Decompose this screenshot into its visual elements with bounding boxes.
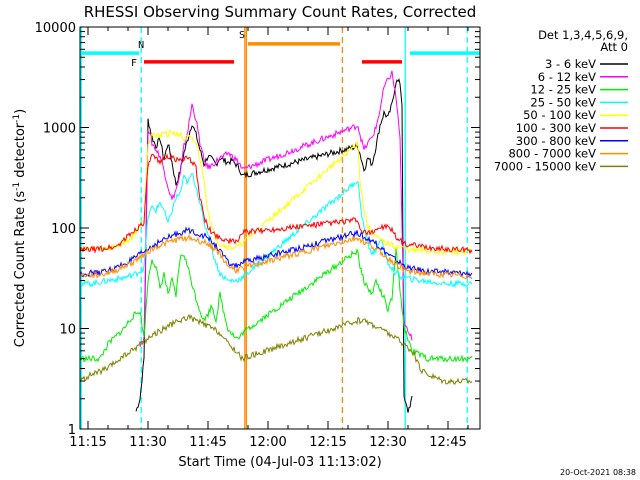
series-line xyxy=(80,234,473,280)
legend-label: 7000 - 15000 keV xyxy=(494,159,596,173)
series-line xyxy=(80,153,473,255)
y-tick-label: 1 xyxy=(68,423,76,438)
y-tick-label: 10 xyxy=(59,323,76,338)
y-axis-label-sup-1: -1 xyxy=(12,182,22,191)
legend-header-attenuator: Att 0 xyxy=(600,40,628,54)
x-tick-label: 12:00 xyxy=(249,435,286,450)
y-axis-label-sup-2: -1 xyxy=(12,114,22,123)
legend-label: 50 - 100 keV xyxy=(523,108,596,122)
x-tick-label: 11:45 xyxy=(189,435,226,450)
x-axis-label: Start Time (04-Jul-03 11:13:02) xyxy=(178,455,381,470)
legend-label: 300 - 800 keV xyxy=(516,134,596,148)
flag-label: S xyxy=(239,30,245,41)
x-axis: 11:15 11:30 11:45 12:00 12:15 12:30 12:45 xyxy=(69,27,469,450)
flag-bars: NF S xyxy=(80,30,480,69)
legend-label: 800 - 7000 keV xyxy=(508,147,596,161)
chart-title: RHESSI Observing Summary Count Rates, Co… xyxy=(84,3,477,21)
y-axis-label: Corrected Count Rate (s-1 detector-1) xyxy=(12,109,28,347)
x-tick-label: 11:30 xyxy=(129,435,166,450)
x-tick-label: 11:15 xyxy=(69,435,106,450)
x-tick-label: 12:45 xyxy=(429,435,466,450)
y-axis-label-end: ) xyxy=(13,109,28,114)
y-tick-label: 10000 xyxy=(35,21,76,36)
legend-label: 6 - 12 keV xyxy=(538,70,596,84)
series-line xyxy=(80,248,473,363)
series-line xyxy=(80,313,473,385)
y-axis-label-main: Corrected Count Rate (s xyxy=(13,191,28,348)
y-axis-label-mid: detector xyxy=(13,122,28,182)
series-line xyxy=(139,70,413,348)
legend-header-detectors: Det 1,3,4,5,6,9, xyxy=(538,28,628,42)
legend-label: 12 - 25 keV xyxy=(530,83,596,97)
y-tick-label: 1000 xyxy=(43,122,76,137)
footer-timestamp: 20-Oct-2021 08:38 xyxy=(560,468,636,477)
legend-label: 25 - 50 keV xyxy=(530,95,596,109)
legend-label: 100 - 300 keV xyxy=(516,121,596,135)
x-tick-label: 12:30 xyxy=(369,435,406,450)
series-layer xyxy=(80,70,473,413)
flag-label: N xyxy=(138,40,144,51)
x-tick-label: 12:15 xyxy=(309,435,346,450)
y-axis: 1 10 100 1000 10000 xyxy=(35,21,480,438)
legend-label: 3 - 6 keV xyxy=(545,57,596,71)
y-tick-label: 100 xyxy=(51,222,76,237)
flag-label: F xyxy=(131,58,137,69)
